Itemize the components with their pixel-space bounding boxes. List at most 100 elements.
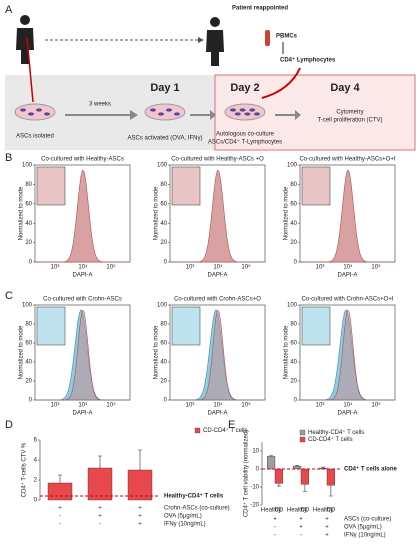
- bar: [326, 468, 336, 486]
- label: 3 weeks: [89, 102, 111, 108]
- label: 100: [157, 303, 168, 309]
- error-bar: [138, 449, 142, 470]
- label: 10: [252, 449, 259, 455]
- person-head: [210, 17, 220, 27]
- label: DAPI-A: [72, 273, 92, 279]
- label: DAPI-A: [207, 411, 227, 417]
- bar: [87, 467, 113, 501]
- inset: [36, 306, 66, 346]
- tube: [265, 30, 270, 46]
- label: DAPI-A: [72, 411, 92, 417]
- label: +: [299, 525, 303, 531]
- label: Co-cultured with Crohn-ASCs+O+I: [301, 297, 393, 303]
- arrow: [275, 110, 301, 120]
- label: 20: [25, 240, 32, 246]
- dish: [14, 103, 56, 121]
- label: +: [58, 506, 62, 512]
- label: PBMCs: [276, 34, 298, 40]
- label: DAPI-A: [337, 411, 357, 417]
- label: Patient reappointed: [232, 6, 288, 12]
- label: E: [228, 419, 235, 431]
- cell: [36, 108, 42, 112]
- bar: [267, 456, 276, 470]
- histogram: [170, 169, 265, 263]
- histogram: [35, 169, 130, 263]
- label: 0: [29, 398, 33, 404]
- cell: [20, 108, 26, 112]
- arrowhead: [198, 37, 204, 43]
- label: 10⁴: [78, 264, 88, 271]
- label: 40: [160, 221, 167, 227]
- arrow: [65, 110, 138, 120]
- label: 100: [157, 163, 168, 169]
- label: 10³: [186, 265, 195, 271]
- error-bar: [321, 466, 326, 469]
- label: 10³: [316, 265, 325, 271]
- label: 10³: [51, 403, 60, 409]
- label: 10³: [186, 403, 195, 409]
- label: Healthy-CD4⁺ T cells: [164, 493, 224, 500]
- label: OVA (5µg/mL): [164, 514, 202, 520]
- error-bar: [98, 455, 102, 468]
- label: ASCs isolated: [16, 134, 54, 140]
- label: 80: [160, 182, 167, 188]
- label: Co-cultured with Crohn-ASCs+O: [174, 297, 261, 303]
- label: ASCs (co-culture): [344, 517, 391, 523]
- label: 4: [34, 458, 38, 464]
- label: 20: [160, 240, 167, 246]
- label: 10⁵: [106, 402, 116, 409]
- cell: [239, 108, 246, 112]
- label: -: [274, 533, 276, 539]
- label: DAPI-A: [337, 273, 357, 279]
- label: -: [300, 533, 302, 539]
- label: 6: [34, 438, 38, 444]
- label: ASCs activated (OVA, IFNγ): [128, 136, 203, 142]
- cell: [230, 108, 236, 112]
- cell: [174, 112, 180, 116]
- label: B: [5, 152, 12, 164]
- label: 60: [160, 341, 167, 347]
- dish: [224, 103, 266, 121]
- label: Normalized to mode: [19, 186, 25, 240]
- inset: [171, 166, 201, 206]
- cell: [254, 112, 260, 116]
- label: 10⁵: [106, 264, 116, 271]
- label: 10⁵: [241, 402, 251, 409]
- label: -: [99, 522, 101, 528]
- label: -20: [250, 503, 259, 509]
- label: CD-CD4⁺ T cells: [203, 427, 248, 434]
- cell: [249, 108, 256, 112]
- label: Co-cultured with Healthy-ASCs: [41, 157, 124, 163]
- inset: [301, 306, 331, 346]
- label: 60: [160, 201, 167, 207]
- bar: [127, 469, 153, 501]
- label: 40: [290, 360, 297, 366]
- inset: [36, 166, 66, 206]
- label: 60: [290, 341, 297, 347]
- label: Healthy: [261, 508, 281, 514]
- label: Autologous co-culture: [216, 132, 275, 138]
- label: Day 4: [330, 82, 360, 94]
- label: CD4⁺ Lymphocytes: [280, 57, 336, 64]
- label: 2: [34, 478, 38, 484]
- label: 80: [290, 322, 297, 328]
- label: 100: [287, 303, 298, 309]
- label: Co-cultured with Crohn-ASCs: [43, 297, 122, 303]
- inset: [171, 306, 201, 346]
- label: -: [59, 514, 61, 520]
- label: CD: [275, 508, 284, 514]
- label: Healthy: [287, 508, 307, 514]
- label: Crohn-ASCs (co-culture): [164, 506, 230, 512]
- bar: [274, 468, 284, 484]
- label: 100: [287, 163, 298, 169]
- label: 20: [160, 379, 167, 385]
- label: IFNγ (10ng/mL): [164, 522, 206, 528]
- label: 20: [290, 240, 297, 246]
- label: OVA (5µg/mL): [344, 525, 382, 531]
- label: CD4⁺ T cells alone: [344, 466, 398, 473]
- cell: [166, 108, 172, 112]
- dish: [144, 103, 186, 121]
- error-bar: [302, 484, 307, 492]
- label: 40: [25, 360, 32, 366]
